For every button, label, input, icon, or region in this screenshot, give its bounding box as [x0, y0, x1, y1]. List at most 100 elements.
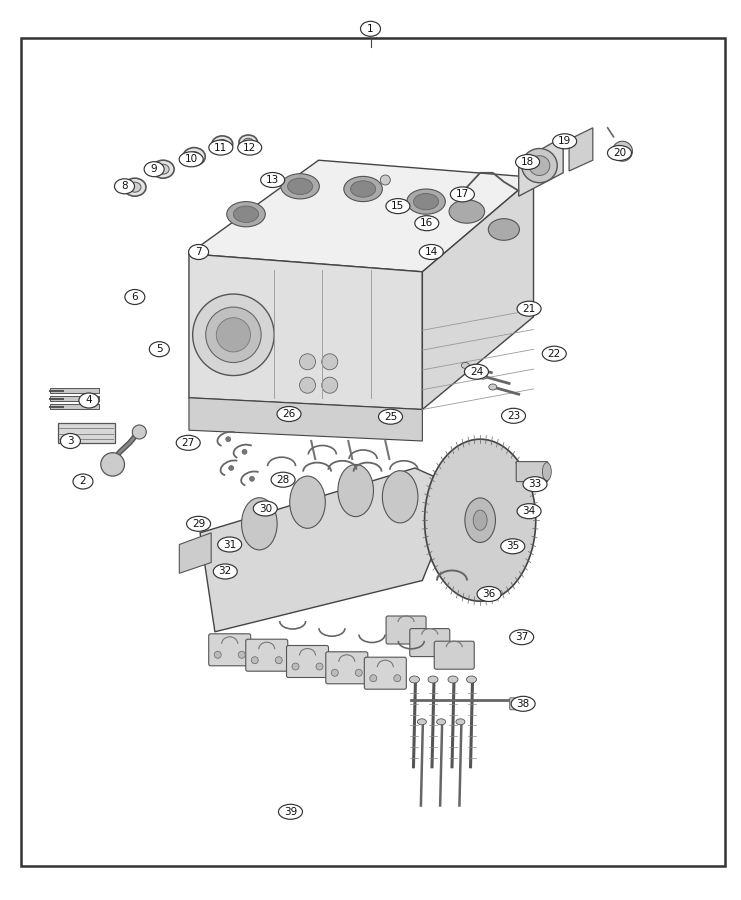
Ellipse shape	[227, 202, 265, 227]
Polygon shape	[179, 533, 211, 573]
Ellipse shape	[61, 434, 80, 448]
Text: 20: 20	[613, 148, 626, 158]
Text: 36: 36	[482, 589, 496, 599]
FancyBboxPatch shape	[209, 634, 250, 666]
Text: 11: 11	[214, 142, 227, 153]
Ellipse shape	[522, 148, 557, 183]
Circle shape	[416, 217, 428, 230]
Text: 19: 19	[558, 136, 571, 147]
Ellipse shape	[511, 697, 535, 711]
Polygon shape	[519, 137, 563, 196]
Ellipse shape	[150, 342, 169, 356]
Ellipse shape	[542, 463, 551, 481]
Circle shape	[617, 146, 628, 157]
Polygon shape	[189, 160, 534, 272]
Ellipse shape	[382, 471, 418, 523]
Ellipse shape	[553, 134, 576, 148]
Ellipse shape	[448, 676, 458, 683]
Circle shape	[331, 670, 339, 676]
Text: 18: 18	[521, 157, 534, 167]
Ellipse shape	[238, 140, 262, 155]
Ellipse shape	[187, 517, 210, 531]
Text: 3: 3	[67, 436, 73, 446]
Ellipse shape	[243, 139, 253, 146]
Circle shape	[133, 425, 146, 439]
Ellipse shape	[183, 148, 205, 166]
Ellipse shape	[608, 146, 631, 160]
Bar	[50, 404, 99, 410]
Circle shape	[299, 354, 316, 370]
Ellipse shape	[516, 155, 539, 169]
Text: 9: 9	[151, 164, 157, 175]
Circle shape	[355, 670, 362, 676]
FancyBboxPatch shape	[365, 657, 406, 689]
Ellipse shape	[529, 156, 550, 176]
Ellipse shape	[129, 182, 141, 193]
Ellipse shape	[288, 178, 313, 194]
Circle shape	[193, 294, 274, 375]
FancyBboxPatch shape	[246, 639, 288, 671]
Circle shape	[229, 465, 233, 471]
Text: 15: 15	[391, 201, 405, 212]
Ellipse shape	[451, 187, 474, 202]
Text: 22: 22	[548, 348, 561, 359]
Text: 4: 4	[86, 395, 92, 406]
Ellipse shape	[188, 151, 200, 162]
Ellipse shape	[449, 200, 485, 223]
Ellipse shape	[350, 181, 376, 197]
Polygon shape	[569, 128, 593, 171]
Text: 28: 28	[276, 474, 290, 485]
Text: 31: 31	[223, 539, 236, 550]
Ellipse shape	[456, 719, 465, 724]
Ellipse shape	[428, 676, 438, 683]
Text: 5: 5	[156, 344, 162, 355]
Ellipse shape	[209, 140, 233, 155]
Ellipse shape	[176, 436, 200, 450]
Circle shape	[214, 652, 222, 658]
Circle shape	[272, 174, 284, 186]
Text: 24: 24	[470, 366, 483, 377]
Ellipse shape	[436, 719, 445, 724]
Circle shape	[216, 318, 250, 352]
Ellipse shape	[157, 164, 169, 175]
Text: 16: 16	[420, 218, 433, 229]
Ellipse shape	[542, 346, 566, 361]
Circle shape	[238, 652, 245, 658]
Circle shape	[613, 141, 632, 161]
Polygon shape	[422, 177, 534, 410]
Ellipse shape	[501, 539, 525, 554]
Ellipse shape	[407, 189, 445, 214]
Circle shape	[275, 657, 282, 663]
Text: 8: 8	[122, 181, 127, 192]
Ellipse shape	[510, 630, 534, 644]
Ellipse shape	[73, 474, 93, 489]
Ellipse shape	[465, 498, 496, 543]
Ellipse shape	[144, 162, 164, 176]
Text: 26: 26	[282, 409, 296, 419]
Ellipse shape	[415, 216, 439, 230]
FancyBboxPatch shape	[434, 641, 474, 670]
Polygon shape	[189, 254, 422, 410]
Text: 23: 23	[507, 410, 520, 421]
Ellipse shape	[279, 805, 302, 819]
FancyBboxPatch shape	[510, 698, 528, 710]
Text: 12: 12	[243, 142, 256, 153]
Bar	[50, 397, 99, 401]
Circle shape	[380, 175, 391, 185]
Ellipse shape	[179, 152, 203, 166]
Ellipse shape	[489, 384, 496, 390]
Ellipse shape	[125, 290, 144, 304]
Text: 1: 1	[368, 23, 373, 34]
Ellipse shape	[361, 22, 380, 36]
Polygon shape	[200, 468, 459, 632]
Ellipse shape	[115, 179, 134, 194]
Ellipse shape	[473, 510, 487, 530]
Ellipse shape	[419, 245, 443, 259]
Circle shape	[322, 354, 338, 370]
FancyBboxPatch shape	[287, 645, 328, 678]
Ellipse shape	[479, 374, 487, 379]
Circle shape	[316, 663, 323, 670]
Ellipse shape	[216, 140, 228, 148]
Ellipse shape	[218, 537, 242, 552]
Circle shape	[292, 663, 299, 670]
